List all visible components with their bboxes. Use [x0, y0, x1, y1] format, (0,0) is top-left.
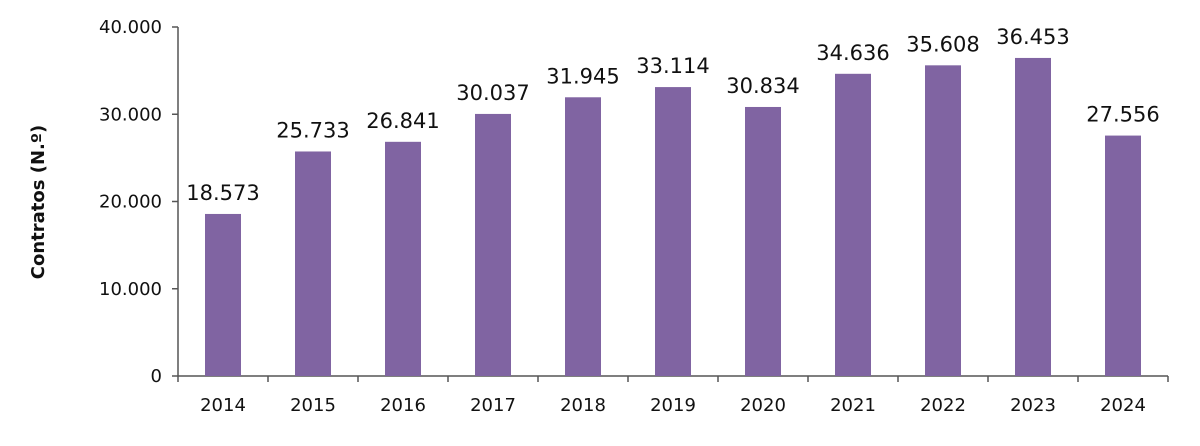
data-label-2017: 30.037: [456, 81, 529, 105]
bar-2021: [835, 73, 871, 376]
y-axis: 0 10.000 20.000 30.000 40.000: [99, 17, 179, 387]
data-label-2021: 34.636: [816, 41, 889, 65]
x-tick-label: 2015: [290, 395, 336, 416]
x-tick-label: 2020: [740, 395, 786, 416]
data-label-2024: 27.556: [1086, 103, 1159, 127]
data-label-2020: 30.834: [726, 74, 799, 98]
y-tick-label: 40.000: [99, 17, 162, 38]
x-tick-label: 2022: [920, 395, 966, 416]
x-tick-label: 2016: [380, 395, 426, 416]
value-labels: 18.573 25.733 26.841 30.037 31.945 33.114 30.8…: [186, 25, 1159, 205]
data-label-2015: 25.733: [276, 118, 349, 142]
y-tick-label: 10.000: [99, 279, 162, 300]
x-tick-label: 2017: [470, 395, 516, 416]
y-axis-title: Contratos (N.º): [28, 125, 49, 279]
x-tick-label: 2018: [560, 395, 606, 416]
bar-2018: [565, 97, 601, 376]
x-tick-label: 2024: [1100, 395, 1146, 416]
x-axis: 2014 2015 2016 2017 2018 2019 2020 2021 2022 2023…: [177, 375, 1169, 416]
data-label-2023: 36.453: [996, 25, 1069, 49]
x-tick-label: 2023: [1010, 395, 1056, 416]
y-tick-label: 0: [151, 366, 162, 387]
x-tick-label: 2021: [830, 395, 876, 416]
bar-2020: [745, 106, 781, 376]
data-label-2016: 26.841: [366, 109, 439, 133]
bar-2019: [655, 87, 691, 376]
bar-2016: [385, 141, 421, 376]
bar-2017: [475, 113, 511, 376]
y-tick-label: 20.000: [99, 192, 162, 213]
y-tick-label: 30.000: [99, 104, 162, 125]
bar-2024: [1105, 135, 1141, 376]
bar-2023: [1015, 57, 1051, 377]
bars: [205, 57, 1141, 377]
bar-2015: [295, 151, 331, 376]
bar-2022: [925, 65, 961, 377]
data-label-2018: 31.945: [546, 64, 619, 88]
x-tick-label: 2019: [650, 395, 696, 416]
bar-2014: [205, 213, 241, 376]
data-label-2014: 18.573: [186, 181, 259, 205]
data-label-2019: 33.114: [636, 54, 709, 78]
data-label-2022: 35.608: [906, 32, 979, 56]
x-tick-label: 2014: [200, 395, 246, 416]
